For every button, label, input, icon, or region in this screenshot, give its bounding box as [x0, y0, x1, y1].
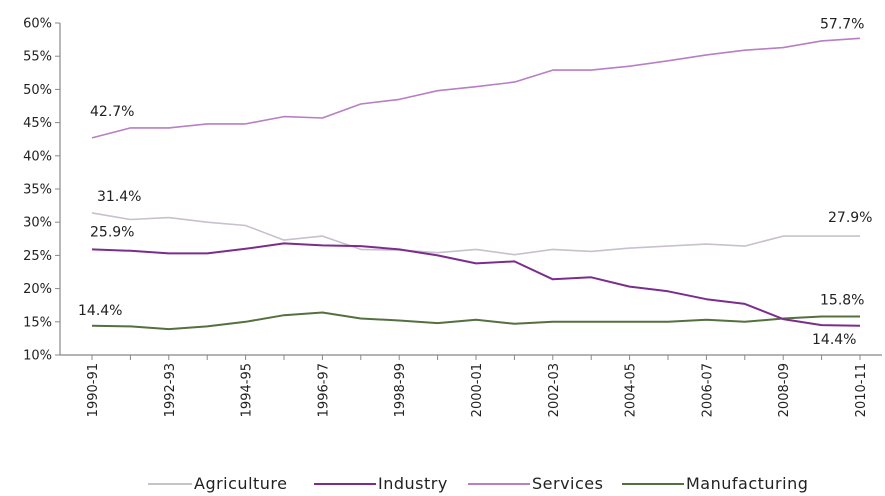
- data-label: 27.9%: [828, 210, 872, 226]
- y-tick-label: 55%: [23, 50, 52, 65]
- data-label: 14.4%: [78, 303, 122, 319]
- y-tick-label: 60%: [23, 17, 52, 32]
- series-line-services: [91, 37, 861, 139]
- y-tick-label: 15%: [23, 315, 52, 330]
- legend-label-agriculture: Agriculture: [194, 474, 288, 493]
- x-tick-label: 1998-99: [393, 363, 408, 417]
- x-tick-label: 1990-91: [86, 363, 101, 417]
- y-tick-label: 30%: [23, 216, 52, 231]
- x-tick-label: 2002-03: [547, 363, 562, 417]
- y-tick-label: 20%: [23, 282, 52, 297]
- series-line-industry: [91, 242, 861, 327]
- y-tick-label: 10%: [23, 349, 52, 364]
- data-label: 25.9%: [90, 224, 134, 240]
- data-label: 31.4%: [97, 189, 141, 205]
- x-tick-label: 2010-11: [854, 363, 869, 417]
- y-tick-label: 25%: [23, 249, 52, 264]
- y-tick-label: 40%: [23, 149, 52, 164]
- x-tick-label: 2000-01: [470, 363, 485, 417]
- x-tick-label: 1992-93: [163, 363, 178, 417]
- series-line-manufacturing: [91, 311, 860, 331]
- y-tick-label: 35%: [23, 183, 52, 198]
- x-tick-label: 2006-07: [700, 363, 715, 417]
- series-line-agriculture: [91, 212, 860, 256]
- x-tick-label: 1994-95: [240, 363, 255, 417]
- y-tick-label: 45%: [23, 116, 52, 131]
- legend-label-services: Services: [532, 474, 603, 493]
- data-label: 57.7%: [820, 16, 864, 32]
- data-label: 42.7%: [90, 104, 134, 120]
- x-tick-label: 1996-97: [316, 363, 331, 417]
- x-tick-label: 2004-05: [624, 363, 639, 417]
- data-label: 15.8%: [820, 292, 864, 308]
- legend-label-manufacturing: Manufacturing: [686, 474, 808, 493]
- y-tick-label: 50%: [23, 83, 52, 98]
- data-label: 14.4%: [812, 332, 856, 348]
- legend-label-industry: Industry: [378, 474, 448, 493]
- x-tick-label: 2008-09: [777, 363, 792, 417]
